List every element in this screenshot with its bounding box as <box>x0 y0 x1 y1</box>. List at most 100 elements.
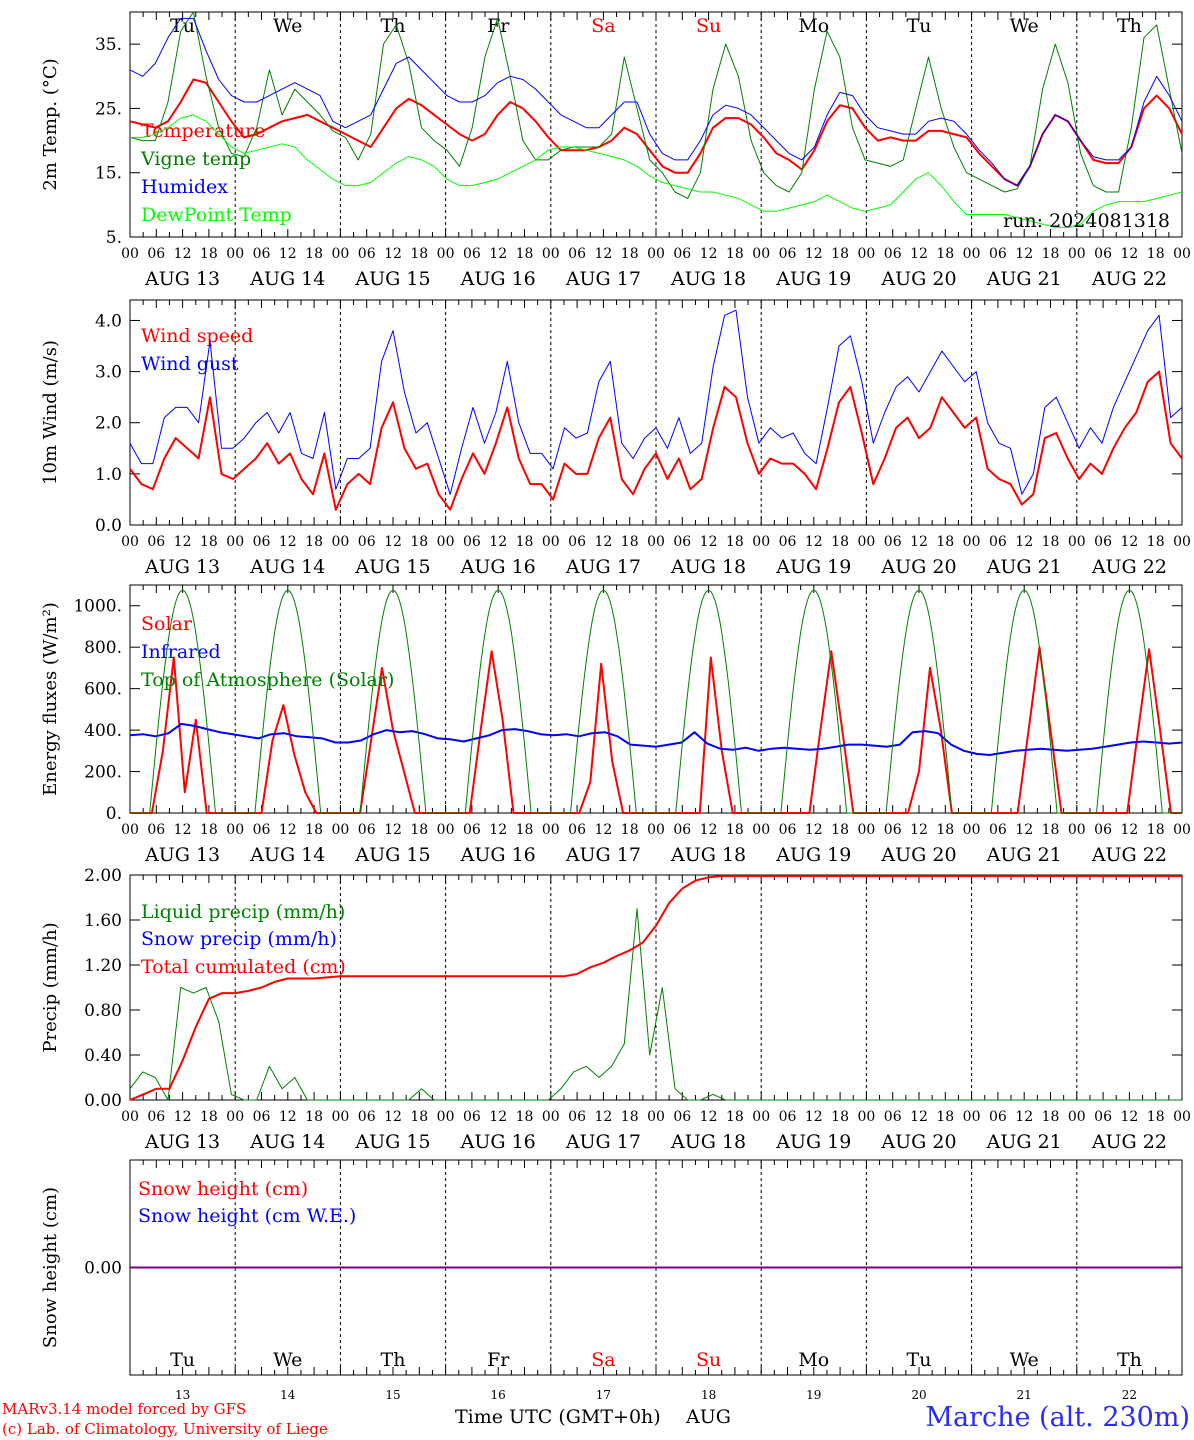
hour-tick-label: 00 <box>331 822 349 838</box>
hour-tick-label: 00 <box>857 246 875 262</box>
legend-entry: Snow height (cm W.E.) <box>138 1205 356 1227</box>
date-label: AUG 21 <box>986 844 1062 866</box>
date-label: AUG 20 <box>880 556 956 578</box>
hour-tick-label: 06 <box>463 1109 481 1125</box>
hour-tick-label: 00 <box>331 534 349 550</box>
hour-tick-label: 06 <box>568 246 586 262</box>
hour-tick-label: 18 <box>305 822 323 838</box>
y-tick-label: 0. <box>106 804 122 824</box>
hour-tick-label: 00 <box>1068 246 1086 262</box>
hour-tick-label: 00 <box>752 1109 770 1125</box>
hour-tick-label: 00 <box>647 822 665 838</box>
y-axis-label: Energy fluxes (W/m²) <box>40 602 61 796</box>
hour-tick-label: 18 <box>831 1109 849 1125</box>
legend-entry: Liquid precip (mm/h) <box>141 901 345 923</box>
hour-tick-label: 00 <box>647 1109 665 1125</box>
hour-tick-label: 06 <box>358 534 376 550</box>
panel-4: 0.00 0.40 0.80 1.20 1.60 2.00 Precip (mm/h) 00 0… <box>40 866 1191 1153</box>
y-tick-label: 2.00 <box>84 866 122 886</box>
date-label: AUG 18 <box>670 556 746 578</box>
hour-tick-label: 06 <box>1094 1109 1112 1125</box>
hour-tick-label: 00 <box>1173 822 1191 838</box>
legend-entry: Infrared <box>141 641 221 663</box>
date-label: AUG 14 <box>249 268 325 290</box>
hour-tick-label: 18 <box>1147 534 1165 550</box>
hour-tick-label: 18 <box>936 822 954 838</box>
date-label: AUG 13 <box>144 556 220 578</box>
y-tick-label: 25. <box>95 99 122 119</box>
y-tick-label: 2.0 <box>95 414 122 434</box>
date-label: AUG 22 <box>1091 556 1167 578</box>
y-tick-label: 1.60 <box>84 911 122 931</box>
date-label: AUG 18 <box>670 268 746 290</box>
hour-tick-label: 12 <box>700 1109 718 1125</box>
hour-tick-label: 18 <box>726 1109 744 1125</box>
hour-tick-label: 00 <box>437 1109 455 1125</box>
hour-tick-label: 18 <box>410 534 428 550</box>
day-name: Fr <box>487 15 510 37</box>
hour-tick-label: 00 <box>542 246 560 262</box>
hour-tick-label: 00 <box>437 534 455 550</box>
hour-tick-label: 18 <box>516 246 534 262</box>
hour-tick-label: 06 <box>147 822 165 838</box>
series-line <box>130 114 1183 228</box>
hour-tick-label: 06 <box>673 1109 691 1125</box>
hour-tick-label: 18 <box>200 534 218 550</box>
credit-line-1: MARv3.14 model forced by GFS <box>2 1400 246 1418</box>
day-name: Mo <box>798 1349 829 1371</box>
y-axis-label: 10m Wind (m/s) <box>40 340 61 485</box>
hour-tick-label: 12 <box>1120 1109 1138 1125</box>
series-line <box>129 908 1182 1101</box>
hour-tick-label: 12 <box>1120 246 1138 262</box>
hour-tick-label: 00 <box>121 1109 139 1125</box>
hour-tick-label: 00 <box>857 1109 875 1125</box>
day-name: We <box>1010 1349 1039 1371</box>
hour-tick-label: 12 <box>174 1109 192 1125</box>
panel-2: 0.0 1.0 2.0 3.0 4.0 10m Wind (m/s) 00 06 12 18 AUG… <box>40 299 1191 578</box>
hour-tick-label: 00 <box>121 822 139 838</box>
hour-tick-label: 00 <box>857 822 875 838</box>
date-label: AUG 15 <box>354 844 430 866</box>
hour-tick-label: 18 <box>200 1109 218 1125</box>
hour-tick-label: 00 <box>1068 1109 1086 1125</box>
hour-tick-label: 00 <box>752 246 770 262</box>
hour-tick-label: 12 <box>700 822 718 838</box>
hour-tick-label: 12 <box>174 246 192 262</box>
y-tick-label: 0.80 <box>84 1001 122 1021</box>
y-tick-label: 1.0 <box>95 465 122 485</box>
hour-tick-label: 18 <box>831 822 849 838</box>
day-name: Su <box>696 1349 721 1371</box>
hour-tick-label: 18 <box>936 1109 954 1125</box>
y-tick-label: 3.0 <box>95 363 122 383</box>
hour-tick-label: 06 <box>884 1109 902 1125</box>
hour-tick-label: 06 <box>568 1109 586 1125</box>
date-label: AUG 16 <box>460 844 536 866</box>
date-label: AUG 21 <box>986 556 1062 578</box>
date-label: AUG 21 <box>986 1131 1062 1153</box>
hour-tick-label: 18 <box>726 534 744 550</box>
day-name: Fr <box>487 1349 510 1371</box>
day-number: 20 <box>911 1388 926 1402</box>
hour-tick-label: 18 <box>516 534 534 550</box>
hour-tick-label: 12 <box>700 534 718 550</box>
hour-tick-label: 06 <box>147 534 165 550</box>
hour-tick-label: 06 <box>779 822 797 838</box>
date-label: AUG 14 <box>249 556 325 578</box>
hour-tick-label: 06 <box>568 822 586 838</box>
hour-tick-label: 06 <box>884 534 902 550</box>
date-label: AUG 17 <box>565 844 641 866</box>
date-label: AUG 17 <box>565 268 641 290</box>
hour-tick-label: 00 <box>1173 246 1191 262</box>
legend-entry: Vigne temp <box>140 148 251 170</box>
day-number: 21 <box>1017 1388 1032 1402</box>
day-number: 17 <box>596 1388 611 1402</box>
legend-entry: Temperature <box>141 120 265 142</box>
hour-tick-label: 18 <box>516 1109 534 1125</box>
legend-entry: Total cumulated (cm) <box>141 956 346 978</box>
hour-tick-label: 18 <box>621 534 639 550</box>
hour-tick-label: 12 <box>384 822 402 838</box>
hour-tick-label: 12 <box>805 534 823 550</box>
hour-tick-label: 06 <box>463 534 481 550</box>
hour-tick-label: 06 <box>989 246 1007 262</box>
